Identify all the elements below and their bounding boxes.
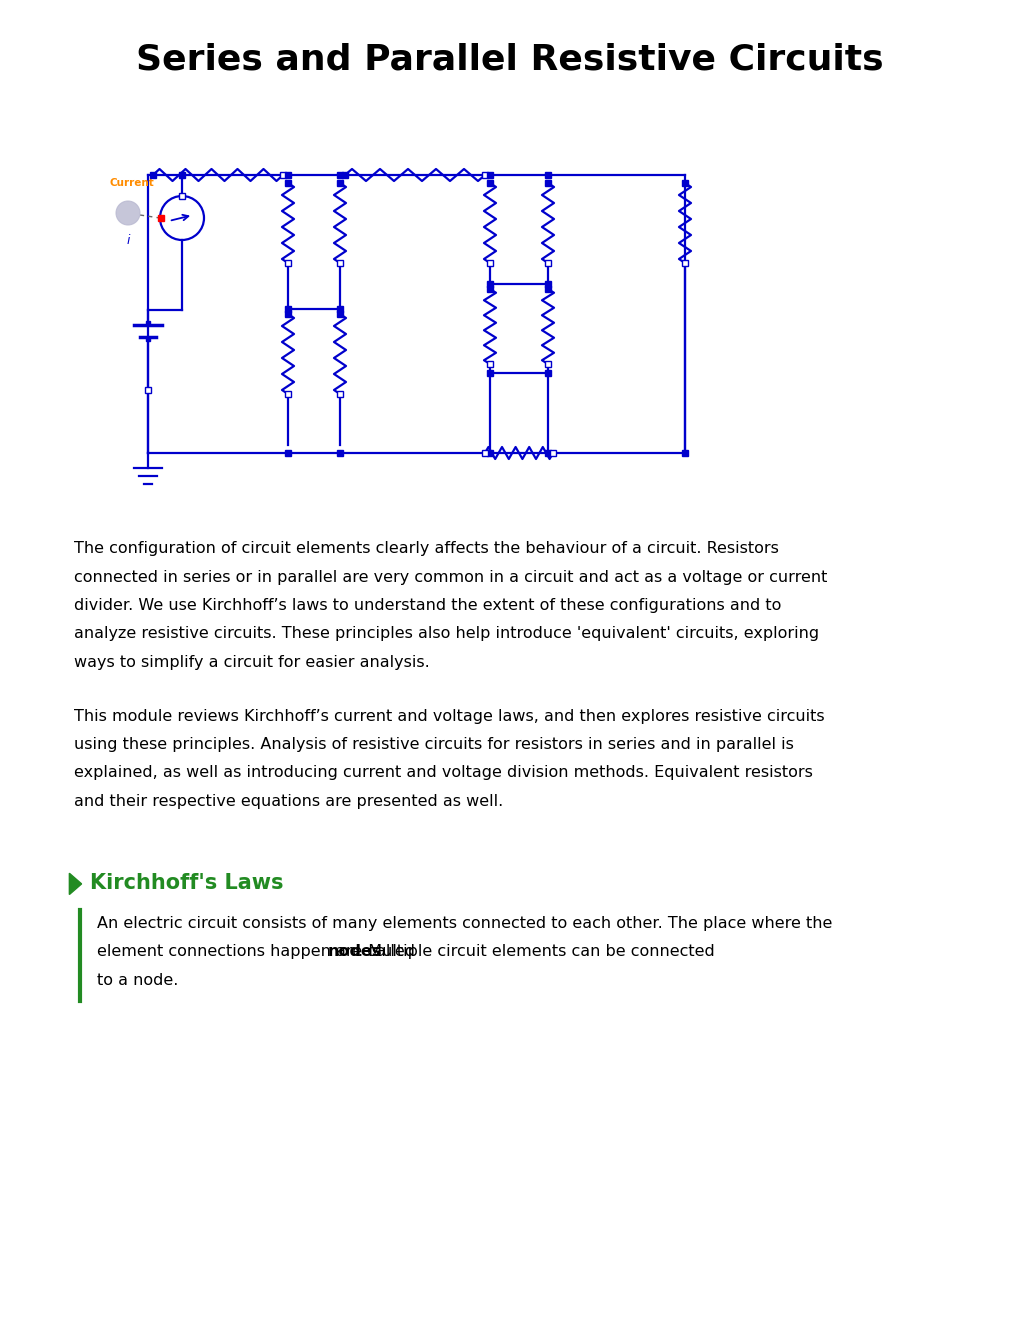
Circle shape <box>116 201 140 224</box>
Text: connected in series or in parallel are very common in a circuit and act as a vol: connected in series or in parallel are v… <box>74 570 827 585</box>
Text: An electric circuit consists of many elements connected to each other. The place: An electric circuit consists of many ele… <box>97 916 832 931</box>
Text: to a node.: to a node. <box>97 973 178 987</box>
Text: Kirchhoff's Laws: Kirchhoff's Laws <box>90 874 283 894</box>
Text: element connections happen are called: element connections happen are called <box>97 944 420 960</box>
Text: The configuration of circuit elements clearly affects the behaviour of a circuit: The configuration of circuit elements cl… <box>74 541 779 556</box>
Text: Current: Current <box>109 178 154 187</box>
Text: and their respective equations are presented as well.: and their respective equations are prese… <box>74 793 503 809</box>
Text: ways to simplify a circuit for easier analysis.: ways to simplify a circuit for easier an… <box>74 655 430 669</box>
Text: analyze resistive circuits. These principles also help introduce 'equivalent' ci: analyze resistive circuits. These princi… <box>74 626 819 642</box>
Text: explained, as well as introducing current and voltage division methods. Equivale: explained, as well as introducing curren… <box>74 766 812 780</box>
Text: divider. We use Kirchhoff’s laws to understand the extent of these configuration: divider. We use Kirchhoff’s laws to unde… <box>74 598 782 612</box>
Text: i: i <box>126 234 129 247</box>
Text: using these principles. Analysis of resistive circuits for resistors in series a: using these principles. Analysis of resi… <box>74 737 794 752</box>
Text: . Multiple circuit elements can be connected: . Multiple circuit elements can be conne… <box>358 944 714 960</box>
Text: Series and Parallel Resistive Circuits: Series and Parallel Resistive Circuits <box>137 42 882 77</box>
Text: nodes: nodes <box>327 944 381 960</box>
Text: This module reviews Kirchhoff’s current and voltage laws, and then explores resi: This module reviews Kirchhoff’s current … <box>74 709 824 723</box>
